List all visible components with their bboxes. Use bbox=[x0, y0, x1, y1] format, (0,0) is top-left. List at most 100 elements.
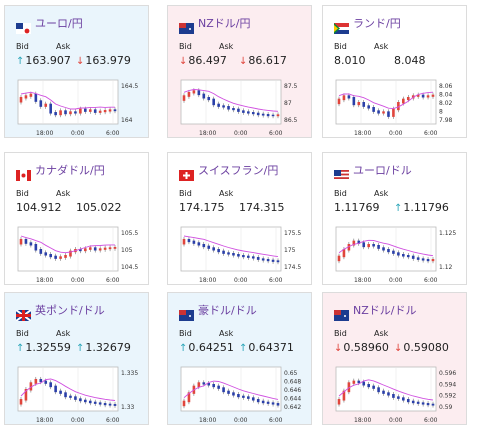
chart-plot-area bbox=[335, 366, 437, 412]
x-tick-label: 0:00 bbox=[71, 130, 85, 137]
candle bbox=[182, 95, 186, 101]
currency-pair-title[interactable]: ユーロ/円 bbox=[35, 17, 83, 30]
currency-pair-title[interactable]: 豪ドル/ドル bbox=[198, 304, 257, 317]
bid-label: Bid bbox=[334, 189, 347, 198]
candle bbox=[113, 246, 117, 249]
x-tick-label: 18:00 bbox=[36, 130, 53, 137]
candle bbox=[74, 396, 77, 400]
bid-ask-labels: Bid Ask bbox=[179, 329, 259, 338]
bid-ask-values: 104.912 105.022 bbox=[16, 201, 130, 214]
chart-container[interactable]: 1.335 1.33 18:00 0:00 6:00 bbox=[14, 361, 144, 424]
chart-container[interactable]: 164.5 164 18:00 0:00 6:00 bbox=[14, 74, 144, 137]
candle bbox=[426, 259, 430, 262]
candle bbox=[382, 390, 385, 394]
candle bbox=[34, 243, 38, 251]
rate-card-header[interactable]: 豪ドル/ドル bbox=[179, 304, 257, 321]
price-chart: 87.5 87 86.5 18:00 0:00 6:00 bbox=[180, 79, 298, 137]
candle bbox=[387, 392, 390, 396]
candle bbox=[256, 257, 260, 260]
candle bbox=[242, 255, 245, 258]
chart-container[interactable]: 175.5 175 174.5 18:00 0:00 6:00 bbox=[177, 221, 307, 284]
y-tick-label: 164 bbox=[121, 117, 133, 124]
rate-card[interactable]: 豪ドル/ドル Bid Ask ↑0.64251 ↑0.64371 0.65 0.648 0.6… bbox=[167, 292, 312, 425]
rate-card-header[interactable]: NZドル/円 bbox=[179, 17, 251, 34]
currency-pair-title[interactable]: スイスフラン/円 bbox=[198, 164, 279, 177]
candle bbox=[421, 258, 425, 261]
candle bbox=[197, 382, 201, 388]
candle bbox=[352, 240, 356, 246]
ask-value: 86.617 bbox=[248, 54, 287, 67]
candle bbox=[182, 238, 186, 245]
ask-label: Ask bbox=[56, 42, 71, 51]
rate-card[interactable]: カナダドル/円 Bid Ask 104.912 105.022 105.5 105 104.5… bbox=[4, 152, 149, 285]
rate-card[interactable]: NZドル/円 Bid Ask ↓86.497 ↓86.617 87.5 87 86.5 18:0… bbox=[167, 5, 312, 138]
rate-card[interactable]: スイスフラン/円 Bid Ask 174.175 174.315 175.5 175 174.… bbox=[167, 152, 312, 285]
ask-label: Ask bbox=[374, 189, 389, 198]
price-chart: 8.06 8.048.02 87.98 18:00 0:00 6:00 bbox=[335, 79, 453, 137]
y-tick-label: 8.04 bbox=[439, 92, 453, 99]
candle bbox=[237, 108, 240, 112]
candle bbox=[372, 243, 375, 247]
candle bbox=[29, 93, 33, 97]
candle bbox=[402, 254, 405, 257]
ask-price: 8.048 bbox=[394, 54, 426, 67]
candle bbox=[421, 402, 425, 405]
currency-pair-title[interactable]: NZドル/円 bbox=[198, 17, 251, 30]
rate-card-header[interactable]: カナダドル/円 bbox=[16, 164, 105, 181]
ask-price: 174.315 bbox=[239, 201, 285, 214]
chart-container[interactable]: 105.5 105 104.5 18:00 0:00 6:00 bbox=[14, 221, 144, 284]
chart-container[interactable]: 87.5 87 86.5 18:00 0:00 6:00 bbox=[177, 74, 307, 137]
currency-pair-title[interactable]: ユーロ/ドル bbox=[353, 164, 412, 177]
candle bbox=[276, 260, 280, 263]
currency-pair-title[interactable]: NZドル/ドル bbox=[353, 304, 417, 317]
currency-pair-title[interactable]: 英ポンド/ドル bbox=[35, 304, 105, 317]
rate-card[interactable]: ユーロ/ドル Bid Ask 1.11769 ↑1.11796 1.125 1.12 18:0… bbox=[322, 152, 467, 285]
candle bbox=[217, 103, 220, 107]
candle bbox=[19, 238, 23, 245]
candle bbox=[24, 95, 28, 99]
currency-pair-title[interactable]: ランド/円 bbox=[353, 17, 401, 30]
rate-card-header[interactable]: ユーロ/円 bbox=[16, 17, 83, 34]
ask-price: ↑1.32679 bbox=[76, 341, 131, 354]
rate-card-header[interactable]: ランド/円 bbox=[334, 17, 401, 34]
candle bbox=[207, 96, 211, 101]
rate-card-header[interactable]: NZドル/ドル bbox=[334, 304, 417, 321]
candle bbox=[397, 396, 400, 399]
candle bbox=[392, 394, 395, 398]
ask-label: Ask bbox=[219, 42, 234, 51]
rate-card[interactable]: 英ポンド/ドル Bid Ask ↑1.32559 ↑1.32679 1.335 1.33 18… bbox=[4, 292, 149, 425]
candle bbox=[54, 385, 57, 393]
candle bbox=[342, 249, 346, 258]
bid-ask-values: ↓86.497 ↓86.617 bbox=[179, 54, 295, 67]
chart-container[interactable]: 1.125 1.12 18:00 0:00 6:00 bbox=[332, 221, 462, 284]
candle bbox=[217, 249, 220, 253]
candle bbox=[34, 378, 38, 384]
x-tick-label: 18:00 bbox=[199, 277, 216, 284]
rate-card[interactable]: NZドル/ドル Bid Ask ↓0.58960 ↓0.59080 0.596 0.594 0… bbox=[322, 292, 467, 425]
candle bbox=[416, 401, 420, 404]
chart-container[interactable]: 8.06 8.04 8.02 8 7.98 18:00 0:00 6:00 bbox=[332, 74, 462, 137]
currency-pair-title[interactable]: カナダドル/円 bbox=[35, 164, 105, 177]
chart-plot-area bbox=[17, 366, 119, 412]
bid-price: 1.11769 bbox=[334, 201, 386, 214]
x-tick-label: 18:00 bbox=[199, 417, 216, 424]
rate-card[interactable]: ランド/円 Bid Ask 8.010 8.048 8.06 8.04 8.02 8 7.98 18… bbox=[322, 5, 467, 138]
chart-container[interactable]: 0.65 0.648 0.646 0.644 0.642 18:00 0:00 6:00 bbox=[177, 361, 307, 424]
candle bbox=[382, 111, 385, 114]
candle bbox=[88, 109, 92, 112]
bid-ask-values: 1.11769 ↑1.11796 bbox=[334, 201, 457, 214]
candle bbox=[426, 95, 430, 98]
rate-card[interactable]: ユーロ/円 Bid Ask ↑163.907 ↓163.979 164.5 164 18:00… bbox=[4, 5, 149, 138]
bid-ask-labels: Bid Ask bbox=[179, 189, 259, 198]
candle bbox=[49, 382, 52, 388]
rate-card-header[interactable]: 英ポンド/ドル bbox=[15, 304, 105, 322]
rate-card-header[interactable]: スイスフラン/円 bbox=[179, 164, 279, 181]
candle bbox=[64, 255, 67, 258]
candle bbox=[113, 109, 117, 112]
candle bbox=[19, 399, 23, 405]
chart-container[interactable]: 0.596 0.594 0.592 0.59 18:00 0:00 6:00 bbox=[332, 361, 462, 424]
bid-value: 1.11769 bbox=[334, 201, 380, 214]
rate-card-header[interactable]: ユーロ/ドル bbox=[334, 164, 412, 181]
chart-plot-area bbox=[180, 366, 282, 412]
candle bbox=[337, 399, 341, 405]
